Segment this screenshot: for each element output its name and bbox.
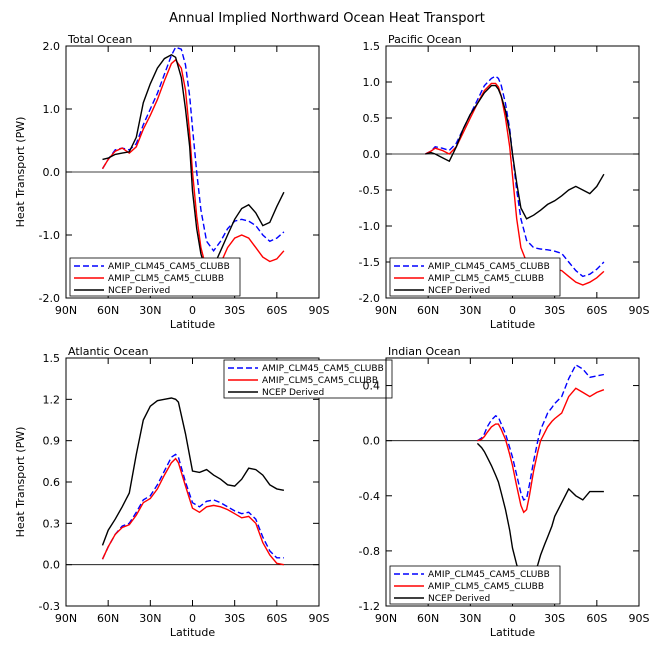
atlantic-ocean-ytick-label: 0.3	[43, 517, 61, 530]
indian-ocean-xtick-label: 30S	[544, 612, 565, 625]
indian-ocean-series-ncep-derived	[476, 442, 604, 587]
atlantic-ocean-xtick-label: 30S	[224, 612, 245, 625]
indian-ocean-legend-label-amip-clm45-cam5-clubb: AMIP_CLM45_CAM5_CLUBB	[428, 570, 550, 580]
total-ocean-legend-label-amip-clm45-cam5-clubb: AMIP_CLM45_CAM5_CLUBB	[108, 262, 230, 272]
total-ocean-series-amip-clm5-cam5-clubb	[101, 58, 285, 274]
figure-title: Annual Implied Northward Ocean Heat Tran…	[169, 11, 485, 26]
atlantic-ocean-ytick-label: 1.5	[43, 352, 61, 365]
pacific-ocean-xtick-label: 90N	[375, 304, 397, 317]
atlantic-ocean-series-amip-clm45-cam5-clubb	[101, 453, 284, 560]
pacific-ocean-xtick-label: 60N	[417, 304, 439, 317]
total-ocean-ytick-label: 0.0	[43, 166, 61, 179]
total-ocean-legend: AMIP_CLM45_CAM5_CLUBB AMIP_CLM5_CAM5_CLUB…	[69, 257, 241, 297]
total-ocean-xtick-label: 30S	[224, 304, 245, 317]
total-ocean-ytick-label: 2.0	[43, 40, 61, 53]
panel-indian-ocean: -1.2 -0.8 -0.4 0.0 0.4 90N 60N 30N 0 30S 60S 90S Ind…	[359, 345, 650, 639]
atlantic-ocean-xtick-label: 90N	[55, 612, 77, 625]
atlantic-ocean-xtick-label: 30N	[139, 612, 161, 625]
atlantic-ocean-series-amip-clm5-cam5-clubb	[101, 457, 285, 566]
indian-ocean-ytick-label: -0.8	[359, 545, 380, 558]
total-ocean-ytick-label: 1.0	[43, 103, 61, 116]
total-ocean-title: Total Ocean	[67, 33, 132, 46]
total-ocean-ytick-label: -1.0	[39, 229, 60, 242]
pacific-ocean-ytick-label: -2.0	[359, 292, 380, 305]
indian-ocean-xtick-label: 30N	[459, 612, 481, 625]
pacific-ocean-ytick-label: 0.5	[363, 112, 381, 125]
indian-ocean-xlabel: Latitude	[490, 626, 536, 639]
panel-total-ocean: -2.0 -1.0 0.0 1.0 2.0 90N 60N 30N 0 30S 60S 90S Tota…	[14, 33, 330, 331]
total-ocean-xtick-label: 60S	[266, 304, 287, 317]
pacific-ocean-series-amip-clm5-cam5-clubb	[425, 82, 605, 286]
panel-pacific-ocean: -2.0 -1.5 -1.0 -0.5 0.0 0.5 1.0 1.5 90N 60N 30N 0 30…	[359, 33, 650, 331]
pacific-ocean-xtick-label: 60S	[586, 304, 607, 317]
total-ocean-xtick-label: 90N	[55, 304, 77, 317]
pacific-ocean-ytick-label: -0.5	[359, 184, 380, 197]
total-ocean-xtick-label: 90S	[309, 304, 330, 317]
atlantic-ocean-xtick-label: 0	[189, 612, 196, 625]
total-ocean-ylabel: Heat Transport (PW)	[14, 117, 27, 228]
pacific-ocean-xtick-label: 0	[509, 304, 516, 317]
pacific-ocean-legend-label-ncep-derived: NCEP Derived	[428, 286, 490, 296]
indian-ocean-xtick-label: 60N	[417, 612, 439, 625]
atlantic-ocean-legend-label-amip-clm45-cam5-clubb: AMIP_CLM45_CAM5_CLUBB	[262, 364, 384, 374]
indian-ocean-xtick-label: 0	[509, 612, 516, 625]
total-ocean-legend-label-ncep-derived: NCEP Derived	[108, 286, 170, 296]
atlantic-ocean-legend: AMIP_CLM45_CAM5_CLUBB AMIP_CLM5_CAM5_CLUB…	[223, 359, 393, 399]
indian-ocean-ytick-label: 0.0	[363, 435, 381, 448]
indian-ocean-legend-label-amip-clm5-cam5-clubb: AMIP_CLM5_CAM5_CLUBB	[428, 582, 544, 592]
pacific-ocean-xtick-label: 30S	[544, 304, 565, 317]
atlantic-ocean-xtick-label: 90S	[309, 612, 330, 625]
indian-ocean-legend: AMIP_CLM45_CAM5_CLUBB AMIP_CLM5_CAM5_CLUB…	[389, 565, 561, 605]
indian-ocean-ytick-label: -0.4	[359, 490, 380, 503]
indian-ocean-series-amip-clm5-cam5-clubb	[477, 387, 605, 514]
atlantic-ocean-legend-label-ncep-derived: NCEP Derived	[262, 388, 324, 398]
panel-atlantic-ocean: -0.3 0.0 0.3 0.6 0.9 1.2 1.5 90N 60N 30N 0 30S 60S 90…	[14, 345, 393, 639]
pacific-ocean-series-amip-clm45-cam5-clubb	[425, 75, 605, 278]
total-ocean-xlabel: Latitude	[170, 318, 216, 331]
pacific-ocean-xlabel: Latitude	[490, 318, 536, 331]
total-ocean-ytick-label: -2.0	[39, 292, 60, 305]
atlantic-ocean-title: Atlantic Ocean	[68, 345, 149, 358]
indian-ocean-xtick-label: 90S	[629, 612, 650, 625]
indian-ocean-title: Indian Ocean	[388, 345, 461, 358]
total-ocean-legend-label-amip-clm5-cam5-clubb: AMIP_CLM5_CAM5_CLUBB	[108, 274, 224, 284]
pacific-ocean-legend-label-amip-clm45-cam5-clubb: AMIP_CLM45_CAM5_CLUBB	[428, 262, 550, 272]
pacific-ocean-ytick-label: 0.0	[363, 148, 381, 161]
indian-ocean-ytick-label: 0.4	[363, 380, 381, 393]
indian-ocean-xtick-label: 90N	[375, 612, 397, 625]
pacific-ocean-series-ncep-derived	[425, 84, 605, 220]
total-ocean-xtick-label: 30N	[139, 304, 161, 317]
atlantic-ocean-ytick-label: 1.2	[43, 393, 61, 406]
atlantic-ocean-ytick-label: 0.9	[43, 435, 61, 448]
atlantic-ocean-xtick-label: 60S	[266, 612, 287, 625]
total-ocean-series-ncep-derived	[102, 53, 285, 275]
pacific-ocean-title: Pacific Ocean	[388, 33, 462, 46]
atlantic-ocean-xtick-label: 60N	[97, 612, 119, 625]
atlantic-ocean-legend-box	[223, 359, 393, 399]
pacific-ocean-legend: AMIP_CLM45_CAM5_CLUBB AMIP_CLM5_CAM5_CLUB…	[389, 257, 561, 297]
indian-ocean-xtick-label: 60S	[586, 612, 607, 625]
pacific-ocean-legend-label-amip-clm5-cam5-clubb: AMIP_CLM5_CAM5_CLUBB	[428, 274, 544, 284]
total-ocean-xtick-label: 60N	[97, 304, 119, 317]
pacific-ocean-ytick-label: -1.0	[359, 220, 380, 233]
atlantic-ocean-ytick-label: -0.3	[39, 600, 60, 613]
indian-ocean-ytick-label: -1.2	[359, 600, 380, 613]
atlantic-ocean-ytick-label: 0.6	[43, 476, 61, 489]
indian-ocean-legend-label-ncep-derived: NCEP Derived	[428, 594, 490, 604]
total-ocean-series-amip-clm45-cam5-clubb	[101, 46, 285, 252]
atlantic-ocean-xlabel: Latitude	[170, 626, 216, 639]
pacific-ocean-ytick-label: 1.5	[363, 40, 381, 53]
pacific-ocean-ytick-label: -1.5	[359, 256, 380, 269]
pacific-ocean-xtick-label: 30N	[459, 304, 481, 317]
pacific-ocean-ytick-label: 1.0	[363, 76, 381, 89]
total-ocean-xtick-label: 0	[189, 304, 196, 317]
indian-ocean-series-amip-clm45-cam5-clubb	[477, 363, 605, 501]
atlantic-ocean-ytick-label: 0.0	[43, 559, 61, 572]
atlantic-ocean-series-ncep-derived	[101, 397, 285, 546]
pacific-ocean-xtick-label: 90S	[629, 304, 650, 317]
atlantic-ocean-ylabel: Heat Transport (PW)	[14, 427, 27, 538]
atlantic-ocean-legend-label-amip-clm5-cam5-clubb: AMIP_CLM5_CAM5_CLUBB	[262, 376, 378, 386]
